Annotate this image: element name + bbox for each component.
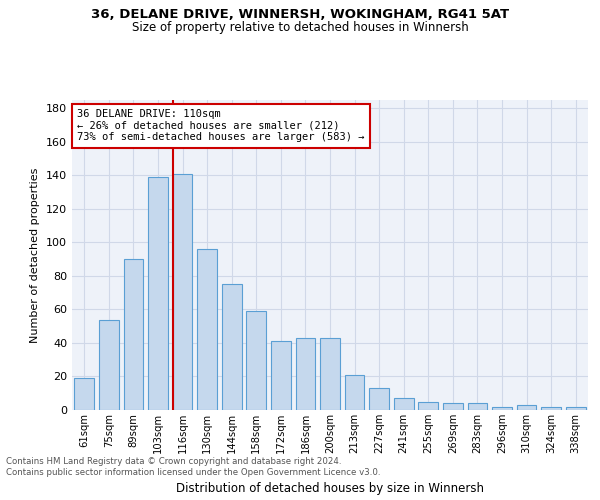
Bar	[296, 338, 315, 410]
Bar	[99, 320, 119, 410]
Bar	[320, 338, 340, 410]
Bar	[517, 405, 536, 410]
Bar	[566, 406, 586, 410]
Bar	[173, 174, 193, 410]
Bar	[124, 259, 143, 410]
Bar	[370, 388, 389, 410]
Bar	[541, 406, 561, 410]
Bar	[345, 375, 364, 410]
Bar	[247, 311, 266, 410]
Text: Size of property relative to detached houses in Winnersh: Size of property relative to detached ho…	[131, 22, 469, 35]
Text: 36 DELANE DRIVE: 110sqm
← 26% of detached houses are smaller (212)
73% of semi-d: 36 DELANE DRIVE: 110sqm ← 26% of detache…	[77, 110, 365, 142]
Bar	[222, 284, 242, 410]
Y-axis label: Number of detached properties: Number of detached properties	[31, 168, 40, 342]
Bar	[418, 402, 438, 410]
Bar	[197, 249, 217, 410]
Bar	[394, 398, 413, 410]
Text: Distribution of detached houses by size in Winnersh: Distribution of detached houses by size …	[176, 482, 484, 495]
Text: 36, DELANE DRIVE, WINNERSH, WOKINGHAM, RG41 5AT: 36, DELANE DRIVE, WINNERSH, WOKINGHAM, R…	[91, 8, 509, 20]
Bar	[148, 177, 168, 410]
Bar	[443, 404, 463, 410]
Bar	[467, 404, 487, 410]
Bar	[492, 406, 512, 410]
Bar	[271, 342, 290, 410]
Bar	[74, 378, 94, 410]
Text: Contains HM Land Registry data © Crown copyright and database right 2024.
Contai: Contains HM Land Registry data © Crown c…	[6, 458, 380, 477]
